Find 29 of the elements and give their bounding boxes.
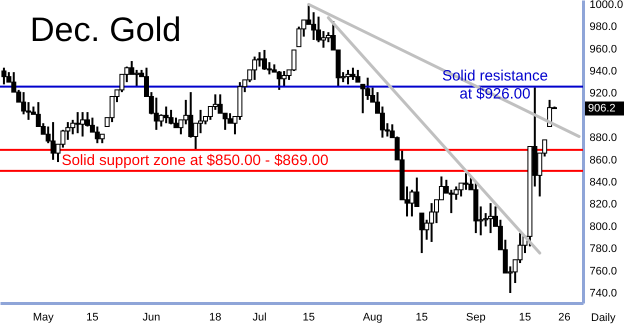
x-tick-label: 15 xyxy=(302,312,315,324)
y-tick-label: 760.0 xyxy=(590,265,618,278)
x-tick-label: Aug xyxy=(362,312,382,324)
x-tick-label: 26 xyxy=(558,312,570,324)
y-tick-label: 840.0 xyxy=(590,176,618,189)
y-tick-label: 880.0 xyxy=(590,132,618,144)
x-tick-label: Jun xyxy=(142,312,160,324)
chart-title: Dec. Gold xyxy=(30,11,182,49)
x-tick-label: May xyxy=(32,312,54,324)
y-tick-label: 920.0 xyxy=(590,88,618,100)
x-axis-title: Daily xyxy=(591,312,616,324)
y-tick-label: 800.0 xyxy=(590,220,618,233)
ref-line-label: Solid support zone at $850.00 - $869.00 xyxy=(62,152,328,169)
x-tick-label: 15 xyxy=(518,312,532,324)
y-tick-label: 1000.0 xyxy=(590,0,624,11)
y-tick-label: 780.0 xyxy=(590,243,618,256)
y-tick-label: 960.0 xyxy=(590,43,618,56)
x-tick-label: Sep xyxy=(466,312,486,324)
ref-line-label: Solid resistance at $926.00 xyxy=(442,68,548,103)
y-tick-label: 820.0 xyxy=(590,198,618,211)
y-tick-label: 940.0 xyxy=(590,66,618,78)
x-tick-label: 15 xyxy=(86,312,99,324)
y-tick-label: 980.0 xyxy=(590,21,618,34)
x-tick-label: 18 xyxy=(209,312,222,324)
x-tick-label: Jul xyxy=(252,312,267,324)
text: 906.2 xyxy=(588,102,616,115)
x-tick-label: 15 xyxy=(416,312,428,324)
y-tick-label: 860.0 xyxy=(590,154,618,166)
y-tick-label: 740.0 xyxy=(590,288,618,300)
